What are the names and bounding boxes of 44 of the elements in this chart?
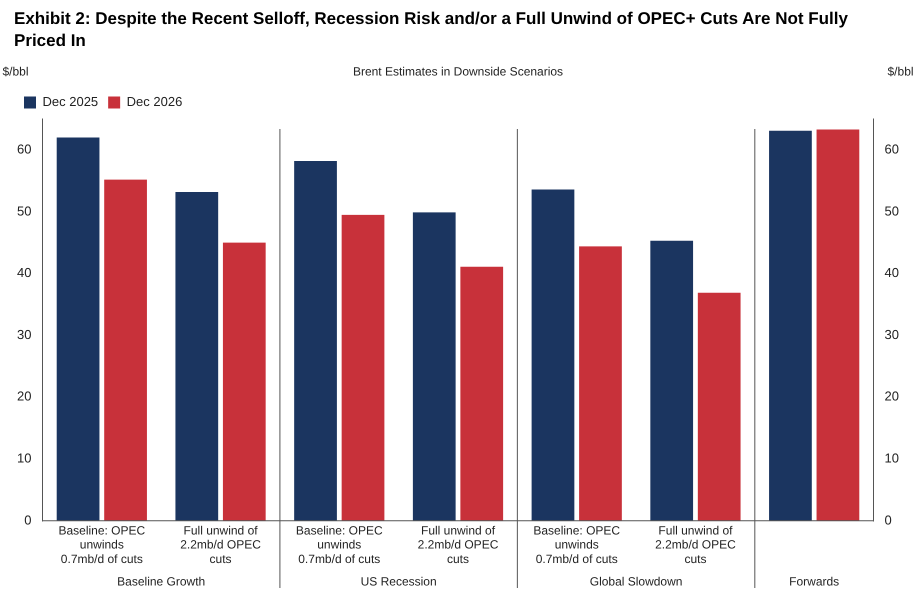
y-tick-label: 0 (24, 512, 32, 528)
x-tick-label: Baseline: OPEC unwinds 0.7mb/d of cuts (296, 524, 383, 566)
bar (460, 266, 504, 521)
bar (222, 242, 266, 521)
text: Baseline Growth (117, 574, 206, 588)
y2-axis-title: $/bbl (888, 64, 914, 78)
y2-tick-label: 0 (884, 512, 892, 528)
y-tick-label: 60 (16, 142, 32, 157)
y-tick-label: 10 (16, 450, 32, 466)
bar (56, 138, 100, 521)
text: US Recession (360, 574, 437, 588)
bar (698, 292, 741, 521)
bar (650, 240, 694, 521)
y2-tick-label: 30 (884, 327, 900, 342)
y2-tick-label: 20 (884, 388, 900, 404)
chart-subtitle: Brent Estimates in Downside Scenarios (352, 64, 564, 78)
y-axis-title: $/bbl (2, 64, 28, 78)
bar (579, 246, 622, 521)
y-tick-label: 50 (16, 203, 32, 218)
bar (532, 190, 574, 521)
x-tick-label: Full unwind of 2.2mb/d OPEC cuts (655, 524, 736, 566)
x-tick-label: Baseline: OPEC unwinds 0.7mb/d of cuts (58, 524, 146, 566)
y-tick-label: 40 (16, 265, 32, 280)
legend-label: Dec 2026 (126, 94, 182, 110)
x-tick-label: Baseline: OPEC unwinds 0.7mb/d of cuts (533, 524, 620, 566)
y2-tick-label: 50 (884, 203, 900, 218)
bar (769, 130, 812, 521)
x-tick-label: Full unwind of 2.2mb/d OPEC cuts (180, 524, 262, 566)
y-tick-label: 30 (16, 327, 32, 342)
bar (816, 130, 860, 521)
y2-tick-label: 60 (884, 142, 900, 157)
legend-label: Dec 2025 (42, 94, 98, 110)
bar (412, 212, 456, 521)
text: Global Slowdown (590, 574, 682, 588)
bar (104, 180, 147, 521)
x-tick-label: Full unwind of 2.2mb/d OPEC cuts (418, 524, 499, 566)
bar (294, 161, 337, 521)
bar (342, 215, 384, 521)
bar (175, 192, 218, 521)
text: Forwards (789, 574, 840, 588)
chart-title: Exhibit 2: Despite the Recent Selloff, Recession Risk and/or a Full Unwind of OPEC+ Cuts Are Not Fully Priced In (13, 8, 849, 52)
y2-tick-label: 40 (884, 265, 900, 280)
y-tick-label: 20 (16, 388, 32, 404)
y2-tick-label: 10 (884, 450, 900, 466)
